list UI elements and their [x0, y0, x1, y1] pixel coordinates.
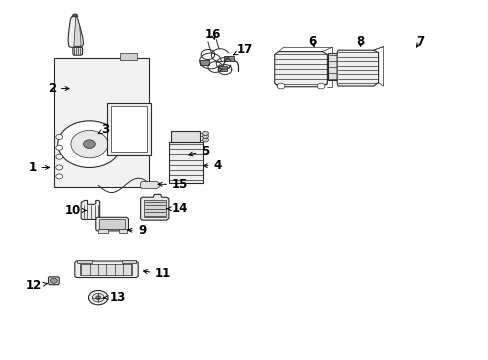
Polygon shape — [96, 217, 128, 231]
Text: 13: 13 — [103, 291, 125, 304]
Text: 15: 15 — [158, 178, 188, 191]
Circle shape — [58, 121, 121, 167]
Circle shape — [56, 174, 62, 179]
Circle shape — [56, 165, 62, 170]
Polygon shape — [73, 47, 82, 55]
Bar — [98, 229, 108, 233]
Circle shape — [202, 131, 208, 135]
Text: 10: 10 — [64, 204, 86, 217]
Bar — [168, 141, 203, 183]
Bar — [111, 106, 147, 152]
Bar — [199, 60, 209, 65]
Text: 2: 2 — [48, 82, 69, 95]
Text: 9: 9 — [128, 224, 146, 237]
Text: 6: 6 — [308, 35, 316, 49]
Polygon shape — [81, 201, 100, 220]
Polygon shape — [336, 50, 378, 86]
Circle shape — [202, 138, 208, 142]
Polygon shape — [48, 277, 59, 285]
Polygon shape — [274, 51, 327, 87]
Circle shape — [56, 154, 62, 159]
Bar — [77, 260, 92, 263]
Circle shape — [56, 145, 62, 150]
Polygon shape — [72, 14, 78, 17]
Circle shape — [202, 134, 208, 138]
Text: 5: 5 — [188, 145, 209, 158]
Circle shape — [277, 83, 285, 89]
Polygon shape — [74, 17, 81, 46]
Circle shape — [92, 293, 104, 302]
Text: 8: 8 — [356, 35, 364, 49]
Text: 16: 16 — [204, 28, 221, 41]
Text: 1: 1 — [28, 161, 49, 174]
Bar — [120, 53, 137, 60]
Bar — [122, 260, 136, 263]
Circle shape — [56, 134, 62, 139]
Text: 3: 3 — [98, 123, 109, 136]
Circle shape — [96, 296, 101, 300]
Bar — [54, 58, 149, 187]
Circle shape — [317, 83, 325, 89]
Bar — [224, 55, 233, 60]
Bar — [80, 264, 132, 275]
Bar — [328, 53, 336, 80]
Bar — [119, 229, 127, 233]
Polygon shape — [141, 181, 159, 189]
Text: 11: 11 — [143, 267, 171, 280]
Bar — [171, 131, 199, 141]
Text: 14: 14 — [166, 202, 188, 215]
Polygon shape — [68, 16, 83, 47]
Circle shape — [71, 131, 108, 158]
Circle shape — [88, 291, 108, 305]
Bar — [107, 103, 151, 155]
Bar — [144, 200, 165, 217]
Polygon shape — [141, 194, 168, 220]
Text: 12: 12 — [26, 279, 47, 292]
Circle shape — [83, 140, 95, 148]
Bar — [99, 219, 124, 229]
Circle shape — [50, 278, 57, 283]
Text: 4: 4 — [203, 159, 222, 172]
Polygon shape — [75, 261, 138, 278]
Text: 7: 7 — [415, 35, 423, 49]
Text: 17: 17 — [233, 42, 252, 55]
Bar — [217, 66, 227, 71]
